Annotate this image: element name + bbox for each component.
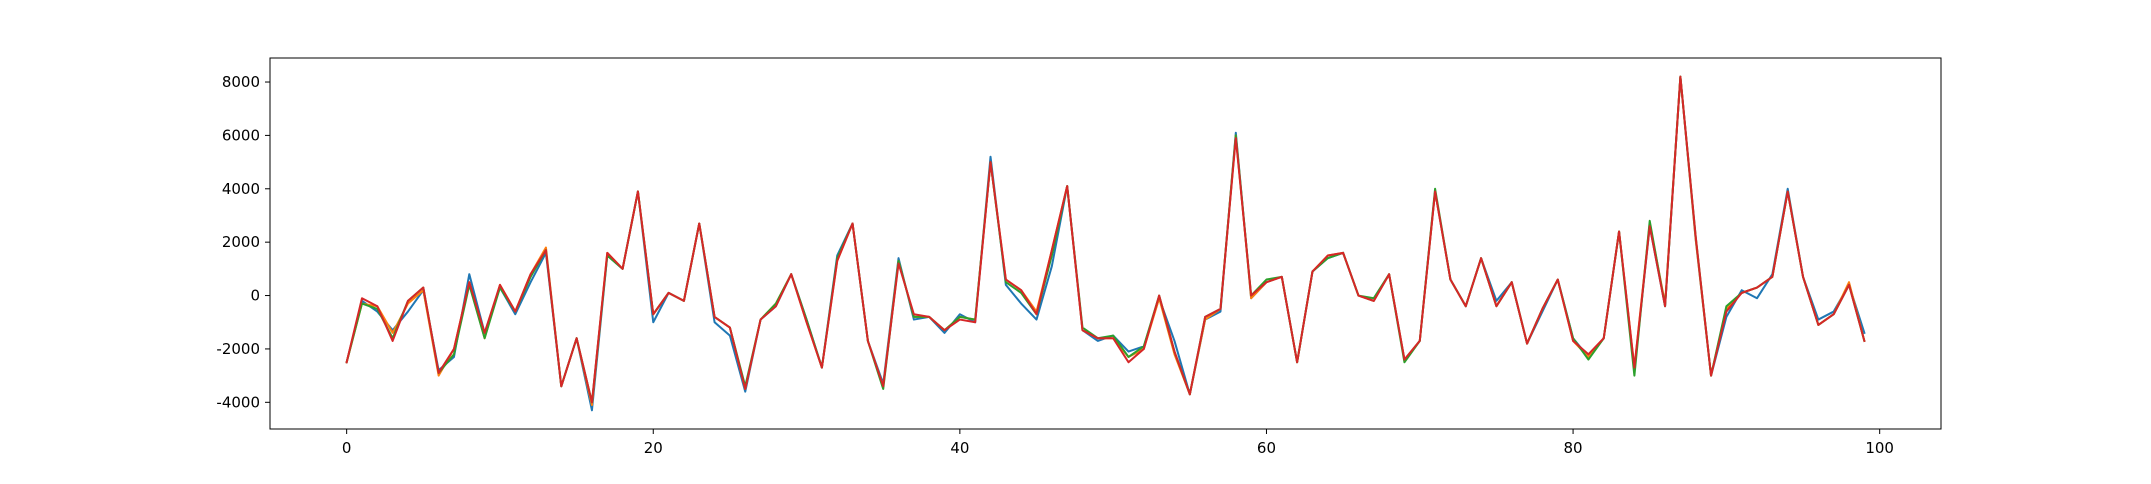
y-tick-label: 0 bbox=[250, 287, 260, 305]
x-tick-label: 60 bbox=[1257, 439, 1276, 457]
x-tick-label: 20 bbox=[644, 439, 663, 457]
x-tick-label: 80 bbox=[1564, 439, 1583, 457]
y-tick-label: 2000 bbox=[222, 233, 260, 251]
axis-layer: 0 20 40 60 80 100 -4000 -2000 0 2000 4000 6000 8000 bbox=[216, 73, 1894, 457]
series-layer bbox=[345, 75, 1866, 412]
series-line-4 bbox=[345, 75, 1866, 404]
y-tick-label: 4000 bbox=[222, 180, 260, 198]
y-tick-label: -2000 bbox=[216, 340, 260, 358]
x-tick-label: 0 bbox=[342, 439, 352, 457]
x-tick-label: 40 bbox=[950, 439, 969, 457]
y-tick-label: -4000 bbox=[216, 393, 260, 411]
y-tick-label: 6000 bbox=[222, 126, 260, 144]
plot-frame bbox=[269, 57, 1942, 430]
x-tick-label: 100 bbox=[1865, 439, 1894, 457]
y-tick-label: 8000 bbox=[222, 73, 260, 91]
